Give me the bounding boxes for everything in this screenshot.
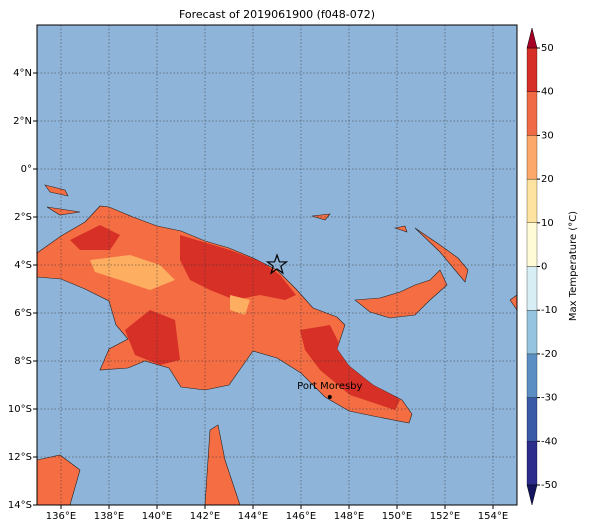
y-tick-label: 14°S (8, 500, 32, 511)
australia-west (37, 454, 81, 505)
x-tick-label: 154°E (478, 511, 508, 522)
island (509, 294, 517, 311)
colorbar-tick-label: 10 (541, 218, 554, 229)
y-tick-label: 12°S (8, 452, 32, 463)
colorbar-band (526, 47, 538, 92)
colorbar-tick-label: 40 (541, 87, 554, 98)
star-marker (265, 253, 289, 275)
colorbar-band (526, 222, 538, 267)
y-tick-label: 8°S (14, 356, 32, 367)
x-tick-label: 138°E (94, 511, 124, 522)
colorbar-label: Max Temperature (°C) (568, 211, 579, 321)
colorbar-over (526, 27, 538, 49)
x-tick-label: 142°E (190, 511, 220, 522)
colorbar-tick-label: -50 (541, 480, 557, 491)
island (44, 184, 69, 197)
y-tick-label: 2°N (13, 116, 32, 127)
x-tick-label: 146°E (286, 511, 316, 522)
y-tick-label: 0° (21, 164, 32, 175)
y-tick-label: 6°S (14, 308, 32, 319)
x-tick-label: 148°E (334, 511, 364, 522)
colorbar-band (526, 135, 538, 180)
colorbar-band (526, 397, 538, 442)
island (46, 206, 81, 216)
colorbar-tick-label: -30 (541, 393, 557, 404)
city-label: Port Moresby (297, 381, 362, 392)
x-tick-label: 152°E (430, 511, 460, 522)
y-tick-label: 4°N (13, 68, 32, 79)
colorbar-band (526, 266, 538, 311)
city-marker (327, 395, 332, 399)
colorbar-tick-label: -10 (541, 305, 557, 316)
map-area: Port Moresby (37, 25, 517, 505)
x-tick-label: 144°E (238, 511, 268, 522)
x-tick-label: 150°E (382, 511, 412, 522)
colorbar-band (526, 310, 538, 355)
colorbar-under (526, 484, 538, 506)
colorbar-tick-label: 20 (541, 174, 554, 185)
new-ireland (414, 227, 469, 283)
cape-york (204, 424, 241, 505)
colorbar-band (526, 353, 538, 398)
y-tick-label: 10°S (8, 404, 32, 415)
y-tick-label: 2°S (14, 212, 32, 223)
colorbar-band (526, 441, 538, 486)
y-tick-label: 4°S (14, 260, 32, 271)
overlay: Port Moresby (37, 25, 517, 505)
colorbar-tick-label: 50 (541, 43, 554, 54)
island (393, 225, 408, 233)
x-tick-label: 140°E (142, 511, 172, 522)
colorbar-tick-label: 30 (541, 130, 554, 141)
colorbar-tick-label: -20 (541, 349, 557, 360)
colorbar-tick-label: 0 (541, 262, 547, 273)
x-tick-label: 136°E (46, 511, 76, 522)
colorbar-band (526, 178, 538, 223)
new-britain (354, 269, 448, 319)
title: Forecast of 2019061900 (f048-072) (179, 8, 375, 21)
colorbar-band (526, 91, 538, 136)
colorbar-tick-label: -40 (541, 436, 557, 447)
